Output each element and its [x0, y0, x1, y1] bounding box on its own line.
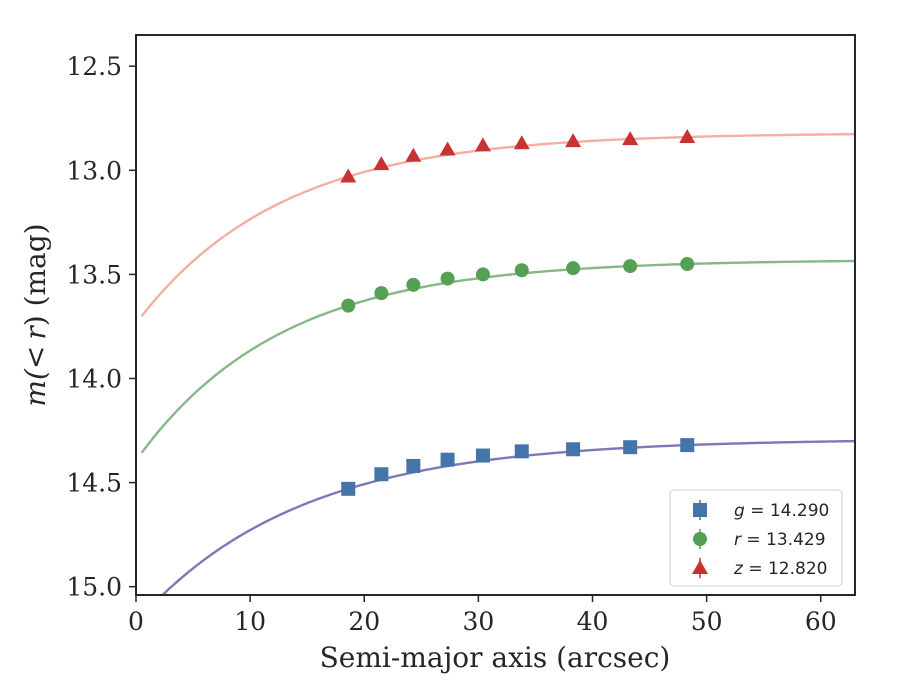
legend-label-r: r = 13.429	[734, 530, 826, 550]
point-r-3	[440, 271, 455, 286]
point-g-2	[406, 458, 421, 473]
curve-r	[140, 259, 855, 454]
point-z-6	[565, 133, 582, 148]
point-g-5	[514, 444, 529, 459]
point-g-0	[341, 481, 356, 496]
point-z-4	[474, 137, 491, 152]
point-r-6	[566, 261, 581, 276]
data-points	[340, 129, 696, 496]
x-tick-label-40: 40	[577, 607, 609, 636]
y-tick-label-13.5: 13.5	[66, 260, 122, 289]
curve-g	[160, 439, 855, 595]
y-tick-label-14.5: 14.5	[66, 469, 122, 498]
y-tick-label-15.0: 15.0	[66, 573, 122, 602]
point-r-4	[475, 267, 490, 282]
y-axis-label: m(<r) (mag)	[19, 223, 52, 406]
legend-marker-z	[692, 560, 708, 574]
x-tick-label-20: 20	[348, 607, 380, 636]
point-g-6	[566, 442, 581, 457]
y-tick-label-13.0: 13.0	[66, 156, 122, 185]
legend-label-g: g = 14.290	[734, 501, 829, 521]
point-g-1	[374, 467, 389, 482]
point-z-3	[439, 141, 456, 156]
point-z-1	[373, 156, 390, 171]
y-tick-label-12.5: 12.5	[66, 52, 122, 81]
point-r-8	[680, 256, 695, 271]
x-axis-label: Semi-major axis (arcsec)	[320, 641, 671, 674]
x-tick-label-10: 10	[234, 607, 266, 636]
point-z-7	[622, 131, 639, 146]
legend-label-z: z = 12.820	[733, 559, 827, 579]
curve-z	[140, 132, 855, 317]
plot-frame	[135, 34, 856, 596]
point-r-5	[514, 263, 529, 278]
point-g-4	[475, 448, 490, 463]
point-g-8	[680, 438, 695, 453]
point-g-3	[440, 452, 455, 467]
x-tick-label-50: 50	[691, 607, 723, 636]
point-z-5	[513, 135, 530, 150]
point-r-7	[623, 259, 638, 274]
model-curves	[140, 132, 855, 595]
x-tick-label-0: 0	[128, 607, 144, 636]
x-tick-label-60: 60	[805, 607, 837, 636]
point-z-2	[405, 147, 422, 162]
legend: g = 14.290 r = 13.429 z = 12.820	[669, 489, 843, 587]
x-axis-ticks: 0 10 20 30 40 50 60	[128, 595, 837, 636]
point-r-2	[406, 277, 421, 292]
point-z-0	[340, 168, 357, 183]
y-axis-ticks: 12.5 13.0 13.5 14.0 14.5 15.0	[66, 52, 136, 602]
y-tick-label-14.0: 14.0	[66, 364, 122, 393]
legend-box	[669, 489, 843, 587]
point-z-8	[679, 129, 696, 144]
point-r-1	[374, 286, 389, 301]
x-tick-label-30: 30	[462, 607, 494, 636]
point-g-7	[623, 440, 638, 455]
legend-marker-g	[693, 503, 707, 517]
legend-marker-r	[693, 532, 707, 546]
point-r-0	[341, 298, 356, 313]
